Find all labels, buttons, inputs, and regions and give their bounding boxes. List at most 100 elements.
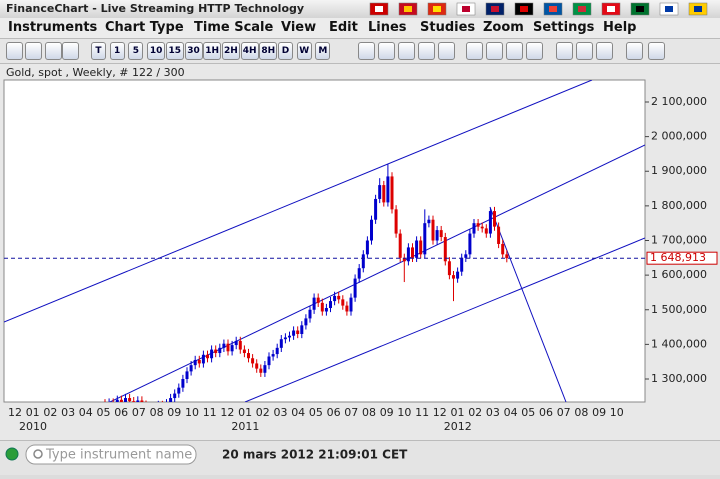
- candle-body: [181, 379, 185, 388]
- tool-icon[interactable]: [596, 42, 613, 60]
- timeframe-button[interactable]: M: [315, 42, 331, 60]
- x-tick-label: 03: [486, 406, 500, 419]
- flag-stripe: [404, 6, 412, 12]
- trend-line: [4, 80, 593, 323]
- tool-icon[interactable]: [418, 42, 435, 60]
- timeframe-button[interactable]: 10: [147, 42, 166, 60]
- candle-body: [443, 237, 447, 262]
- candle-body: [201, 354, 205, 364]
- candle-body: [419, 240, 423, 255]
- menu-item[interactable]: View: [281, 20, 317, 35]
- tool-icon[interactable]: [506, 42, 523, 60]
- candle-body: [320, 302, 324, 312]
- menu-item[interactable]: Studies: [420, 20, 476, 35]
- x-tick-label: 04: [291, 406, 305, 419]
- candle-body: [345, 305, 349, 312]
- tool-icon[interactable]: [466, 42, 483, 60]
- candle-body: [452, 275, 455, 279]
- trend-line: [489, 206, 567, 402]
- y-tick-label: 2 100,000: [651, 95, 707, 108]
- flag-stripe: [694, 6, 702, 12]
- tool-icon[interactable]: [556, 42, 573, 60]
- x-tick-label: 02: [43, 406, 57, 419]
- candle-body: [484, 228, 488, 234]
- tool-icon[interactable]: [576, 42, 593, 60]
- timeframe-button[interactable]: T: [91, 42, 106, 60]
- tool-icon[interactable]: [398, 42, 415, 60]
- menu-item[interactable]: Time Scale: [194, 20, 274, 35]
- candle-body: [259, 368, 263, 373]
- x-tick-label: 01: [451, 406, 465, 419]
- search-icon: [33, 449, 43, 459]
- candle-body: [464, 254, 468, 258]
- tool-icon[interactable]: [45, 42, 62, 60]
- year-label: 2010: [19, 420, 47, 433]
- x-tick-label: 01: [238, 406, 252, 419]
- candle-body: [386, 176, 390, 203]
- menu-item[interactable]: Help: [603, 20, 637, 35]
- candle-body: [476, 223, 480, 227]
- chart-title: Gold, spot , Weekly, # 122 / 300: [6, 66, 185, 79]
- x-tick-label: 07: [132, 406, 146, 419]
- x-tick-label: 08: [362, 406, 376, 419]
- timeframe-button[interactable]: 5: [128, 42, 144, 60]
- timeframe-button[interactable]: W: [296, 42, 312, 60]
- candle-body: [329, 301, 332, 309]
- candle-body: [218, 347, 222, 354]
- timeframe-button[interactable]: 15: [165, 42, 184, 60]
- flag-stripe: [462, 6, 470, 12]
- flag-stripe: [491, 6, 499, 12]
- x-tick-label: 05: [521, 406, 535, 419]
- flag-stripe: [578, 6, 586, 12]
- candle-body: [288, 335, 291, 338]
- candle-body: [222, 343, 226, 348]
- tool-icon[interactable]: [526, 42, 543, 60]
- timeframe-button[interactable]: 30: [184, 42, 203, 60]
- tool-icon[interactable]: [62, 42, 79, 60]
- candle-body: [427, 219, 431, 224]
- tool-icon[interactable]: [358, 42, 375, 60]
- tool-icon[interactable]: [486, 42, 503, 60]
- menu-item[interactable]: Lines: [368, 20, 407, 35]
- search-box[interactable]: [25, 444, 197, 465]
- tool-icon[interactable]: [25, 42, 42, 60]
- candle-body: [394, 209, 398, 234]
- candle-body: [365, 240, 369, 255]
- x-tick-label: 03: [274, 406, 288, 419]
- tool-icon[interactable]: [6, 42, 23, 60]
- timeframe-button[interactable]: D: [278, 42, 293, 60]
- candle-body: [128, 398, 132, 402]
- timeframe-button[interactable]: 1: [109, 42, 125, 60]
- candle-body: [169, 398, 173, 402]
- candle-body: [283, 337, 287, 340]
- candle-body: [275, 347, 279, 355]
- tool-icon[interactable]: [648, 42, 665, 60]
- tool-icon[interactable]: [438, 42, 455, 60]
- x-tick-label: 06: [114, 406, 128, 419]
- timeframe-button[interactable]: 2H: [221, 42, 240, 60]
- menu-item[interactable]: Zoom: [483, 20, 524, 35]
- timeframe-button[interactable]: 4H: [240, 42, 259, 60]
- candle-body: [119, 399, 123, 402]
- y-tick-label: 2 000,000: [651, 130, 707, 143]
- x-tick-label: 01: [26, 406, 40, 419]
- candle-body: [431, 219, 435, 241]
- y-tick-label: 1 400,000: [651, 337, 707, 350]
- menu-item[interactable]: Edit: [329, 20, 358, 35]
- menu-item[interactable]: Instruments: [8, 20, 98, 35]
- timeframe-button[interactable]: 1H: [203, 42, 222, 60]
- plot: [4, 80, 645, 402]
- y-tick-label: 1 600,000: [651, 268, 707, 281]
- chart: Gold, spot , Weekly, # 122 / 300 1 300,0…: [0, 64, 720, 440]
- tool-icon[interactable]: [378, 42, 395, 60]
- candle-body: [398, 233, 402, 258]
- x-tick-label: 02: [468, 406, 482, 419]
- candle-body: [247, 353, 250, 359]
- timeframe-button[interactable]: 8H: [259, 42, 278, 60]
- candle-body: [324, 308, 328, 312]
- candle-body: [304, 318, 308, 326]
- menu-item[interactable]: Settings: [533, 20, 595, 35]
- menu-item[interactable]: Chart Type: [105, 20, 184, 35]
- candle-body: [177, 387, 181, 394]
- tool-icon[interactable]: [626, 42, 643, 60]
